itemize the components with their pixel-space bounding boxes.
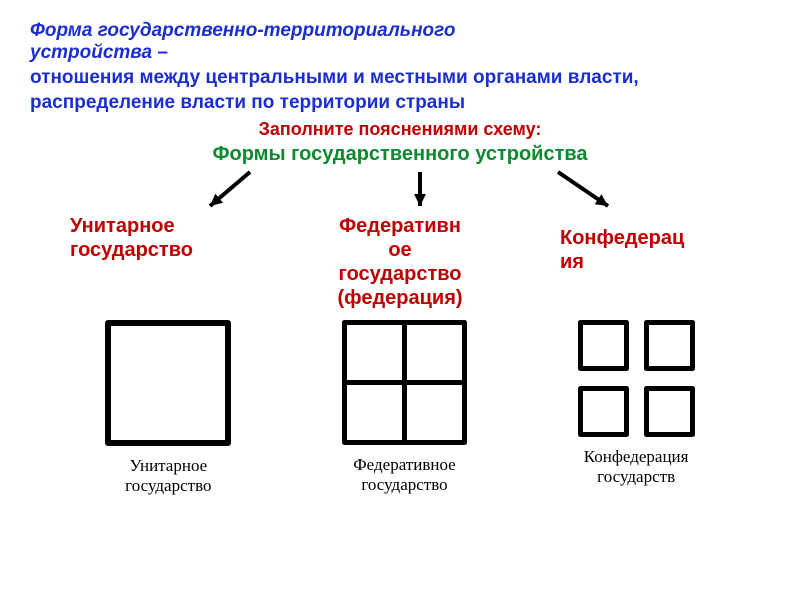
caption-federal: Федеративноегосударство	[353, 455, 455, 494]
arrows-row	[30, 166, 770, 214]
label-federal-l4: (федерация)	[337, 287, 462, 309]
heading-row2: устройства –	[30, 42, 770, 64]
caption-unitary: Унитарноегосударство	[125, 456, 211, 495]
label-confed-l2: ия	[560, 251, 584, 273]
diagram-confed-col: Конфедерациягосударств	[578, 320, 695, 486]
diagram-unitary	[105, 320, 231, 446]
label-federal: Федеративн ое государство (федерация)	[300, 214, 500, 310]
diagrams-row: Унитарноегосударство Федеративноегосудар…	[30, 320, 770, 495]
heading-subtitle: отношения между центральными и местными …	[30, 66, 770, 115]
arrow-middle	[405, 168, 435, 212]
label-federal-l1: Федеративн	[339, 215, 461, 237]
diagram-federal-col: Федеративноегосударство	[342, 320, 467, 494]
diagram-unitary-col: Унитарноегосударство	[105, 320, 231, 495]
heading-dash: –	[152, 42, 168, 63]
heading-italic-1: Форма государственно-территориального	[30, 20, 770, 42]
heading-italic-2: устройства	[30, 42, 152, 63]
labels-row: Унитарное государство Федеративн ое госу…	[30, 214, 770, 310]
label-confed: Конфедерац ия	[560, 226, 730, 310]
instruction-text: Заполните пояснениями схему:	[30, 119, 770, 140]
diagram-confed	[578, 320, 695, 437]
arrow-left	[200, 168, 260, 212]
label-confed-l1: Конфедерац	[560, 227, 684, 249]
label-unitary: Унитарное государство	[70, 214, 240, 310]
arrow-right	[550, 168, 620, 212]
caption-confed: Конфедерациягосударств	[584, 447, 689, 486]
diagram-federal	[342, 320, 467, 445]
schema-title: Формы государственного устройства	[30, 143, 770, 166]
label-federal-l2: ое	[388, 239, 411, 261]
label-federal-l3: государство	[339, 263, 462, 285]
heading-block: Форма государственно-территориального ус…	[30, 20, 770, 115]
